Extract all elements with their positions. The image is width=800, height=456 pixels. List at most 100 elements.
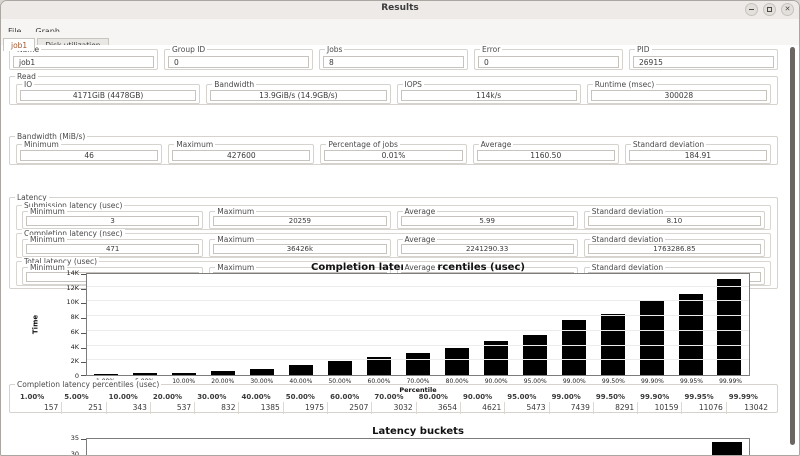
field-runtime-msec: Runtime (msec) 300028 bbox=[586, 80, 771, 104]
field-label-minimum: Minimum bbox=[28, 207, 67, 216]
chart2-ytick: 35 bbox=[70, 434, 79, 442]
minimize-button[interactable] bbox=[745, 3, 758, 16]
entry-standard-deviation[interactable]: 8.10 bbox=[587, 216, 761, 226]
close-button[interactable]: ✕ bbox=[781, 3, 794, 16]
vertical-scrollbar[interactable] bbox=[790, 47, 795, 445]
field-maximum: Maximum 20259 bbox=[209, 207, 391, 229]
chart1-bar-slot bbox=[204, 274, 243, 375]
chart1-bar-slot bbox=[165, 274, 204, 375]
field-label-runtime-msec: Runtime (msec) bbox=[592, 80, 657, 89]
percentile-col-95-00: 95.00% 5473 bbox=[505, 392, 550, 414]
chart1-gridline bbox=[87, 344, 749, 346]
field-io: IO 4171GiB (4478GB) bbox=[16, 80, 201, 104]
chart1-bar-5-00 bbox=[133, 373, 158, 375]
chart1-bar-slot bbox=[87, 274, 126, 375]
percentile-label: 70.00% bbox=[374, 393, 404, 401]
chart1-bar-slot bbox=[632, 274, 671, 375]
chart1-bar-slot bbox=[399, 274, 438, 375]
chart1-xaxis-labels: 1.00%5.00%10.00%20.00%30.00%40.00%50.00%… bbox=[86, 378, 750, 385]
entry-name[interactable]: job1 bbox=[13, 56, 154, 68]
chart1-bar-99-99 bbox=[717, 279, 742, 375]
field-iops: IOPS 114k/s bbox=[396, 80, 581, 104]
entry-minimum[interactable]: 46 bbox=[20, 150, 159, 161]
group-label-submission-latency-usec: Submission latency (usec) bbox=[22, 201, 125, 210]
entry-standard-deviation[interactable]: 184.91 bbox=[628, 150, 768, 161]
menu-item-graph[interactable]: Graph bbox=[28, 26, 67, 36]
titlebar[interactable]: Results ✕ bbox=[1, 1, 799, 20]
menubar: FileGraph bbox=[1, 19, 799, 36]
window-controls: ✕ bbox=[745, 3, 794, 16]
percentile-value: 13042 bbox=[744, 403, 769, 412]
field-minimum: Minimum 46 bbox=[16, 140, 163, 164]
field-minimum: Minimum 471 bbox=[22, 235, 204, 257]
chart1-xtick: 60.00% bbox=[367, 378, 391, 385]
entry-average[interactable]: 5.99 bbox=[400, 216, 574, 226]
entry-group-id[interactable]: 0 bbox=[168, 56, 309, 68]
field-average: Average 2241290.33 bbox=[396, 235, 578, 257]
entry-jobs[interactable]: 8 bbox=[323, 56, 464, 68]
percentile-label: 1.00% bbox=[20, 393, 45, 401]
entry-runtime-msec[interactable]: 300028 bbox=[590, 90, 767, 101]
chart2-bar-slot bbox=[661, 439, 705, 455]
percentiles-section-label: Completion latency percentiles (usec) bbox=[15, 380, 162, 389]
chart1-bar-99-50 bbox=[600, 314, 625, 375]
chart1-bar-1-00 bbox=[94, 373, 119, 375]
chart2-bar-slot bbox=[131, 439, 175, 455]
field-label-minimum: Minimum bbox=[22, 140, 61, 149]
entry-minimum[interactable]: 471 bbox=[26, 244, 200, 254]
field-label-standard-deviation: Standard deviation bbox=[589, 207, 666, 216]
bandwidth-fields-row: Minimum 46 Maximum 427600 Percentage of jobs… bbox=[16, 140, 772, 164]
content-area: Namejob1 Group ID 0 Jobs 8 Error 0 PID 26915 Rea… bbox=[1, 45, 799, 455]
chart2-bar-slot bbox=[87, 439, 131, 455]
percentile-label: 80.00% bbox=[418, 393, 448, 401]
chart1-bar-slot bbox=[671, 274, 710, 375]
entry-average[interactable]: 1160.50 bbox=[476, 150, 615, 161]
chart1-ytick: 2K bbox=[70, 357, 79, 366]
entry-error[interactable]: 0 bbox=[478, 56, 619, 68]
chart1-xtick: 10.00% bbox=[172, 378, 196, 385]
field-pid: PID 26915 bbox=[629, 45, 778, 70]
chart1-bar-70-00 bbox=[405, 352, 430, 375]
chart2-bar-slot bbox=[308, 439, 352, 455]
field-standard-deviation: Standard deviation 184.91 bbox=[624, 140, 772, 164]
entry-average[interactable]: 2241290.33 bbox=[400, 244, 574, 254]
chart1-gridline bbox=[87, 329, 749, 331]
entry-pid[interactable]: 26915 bbox=[633, 56, 774, 68]
entry-minimum[interactable]: 3 bbox=[26, 216, 200, 226]
field-label-io: IO bbox=[22, 80, 35, 89]
chart2-bar-slot bbox=[484, 439, 528, 455]
percentile-label: 20.00% bbox=[152, 393, 183, 401]
entry-maximum[interactable]: 427600 bbox=[172, 150, 311, 161]
entry-standard-deviation[interactable]: 1763286.85 bbox=[587, 244, 761, 254]
chart2-bar-slot bbox=[175, 439, 219, 455]
entry-io[interactable]: 4171GiB (4478GB) bbox=[20, 90, 197, 101]
entry-iops[interactable]: 114k/s bbox=[400, 90, 577, 101]
tab-job1[interactable]: job1 bbox=[3, 38, 36, 51]
field-label-minimum: Minimum bbox=[28, 235, 67, 244]
entry-maximum[interactable]: 20259 bbox=[213, 216, 387, 226]
percentile-label: 95.00% bbox=[507, 393, 537, 401]
percentile-value: 5473 bbox=[505, 402, 550, 414]
chart1-bar-99-95 bbox=[678, 293, 703, 375]
maximize-button[interactable] bbox=[763, 3, 776, 16]
chart1-tickmark bbox=[81, 274, 86, 275]
chart1-xtick: 99.99% bbox=[719, 378, 742, 385]
percentile-value: 251 bbox=[62, 402, 107, 414]
field-label-minimum: Minimum bbox=[28, 263, 67, 272]
entry-maximum[interactable]: 36426k bbox=[213, 244, 387, 254]
chart1-xtick: 99.00% bbox=[562, 378, 586, 385]
percentile-col-80-00: 80.00% 3654 bbox=[417, 392, 461, 414]
chart2-bar-slot bbox=[440, 439, 484, 455]
entry-percentage-of-jobs[interactable]: 0.01% bbox=[324, 150, 463, 161]
field-label-standard-deviation: Standard deviation bbox=[630, 140, 707, 149]
chart1-bar-60-00 bbox=[367, 356, 392, 375]
percentile-col-5-00: 5.00% 251 bbox=[62, 392, 107, 414]
chart1-bar-90-00 bbox=[483, 341, 508, 375]
chart1-tickmark bbox=[81, 347, 86, 349]
menu-item-file[interactable]: File bbox=[1, 26, 28, 36]
entry-bandwidth[interactable]: 13.9GiB/s (14.9GB/s) bbox=[210, 90, 387, 101]
group-fields-submission-latency-usec: Minimum 3 Maximum 20259 Average 5.99 Standard … bbox=[22, 207, 765, 229]
field-maximum: Maximum 36426k bbox=[209, 235, 391, 257]
bandwidth-section-label: Bandwidth (MiB/s) bbox=[15, 132, 88, 141]
